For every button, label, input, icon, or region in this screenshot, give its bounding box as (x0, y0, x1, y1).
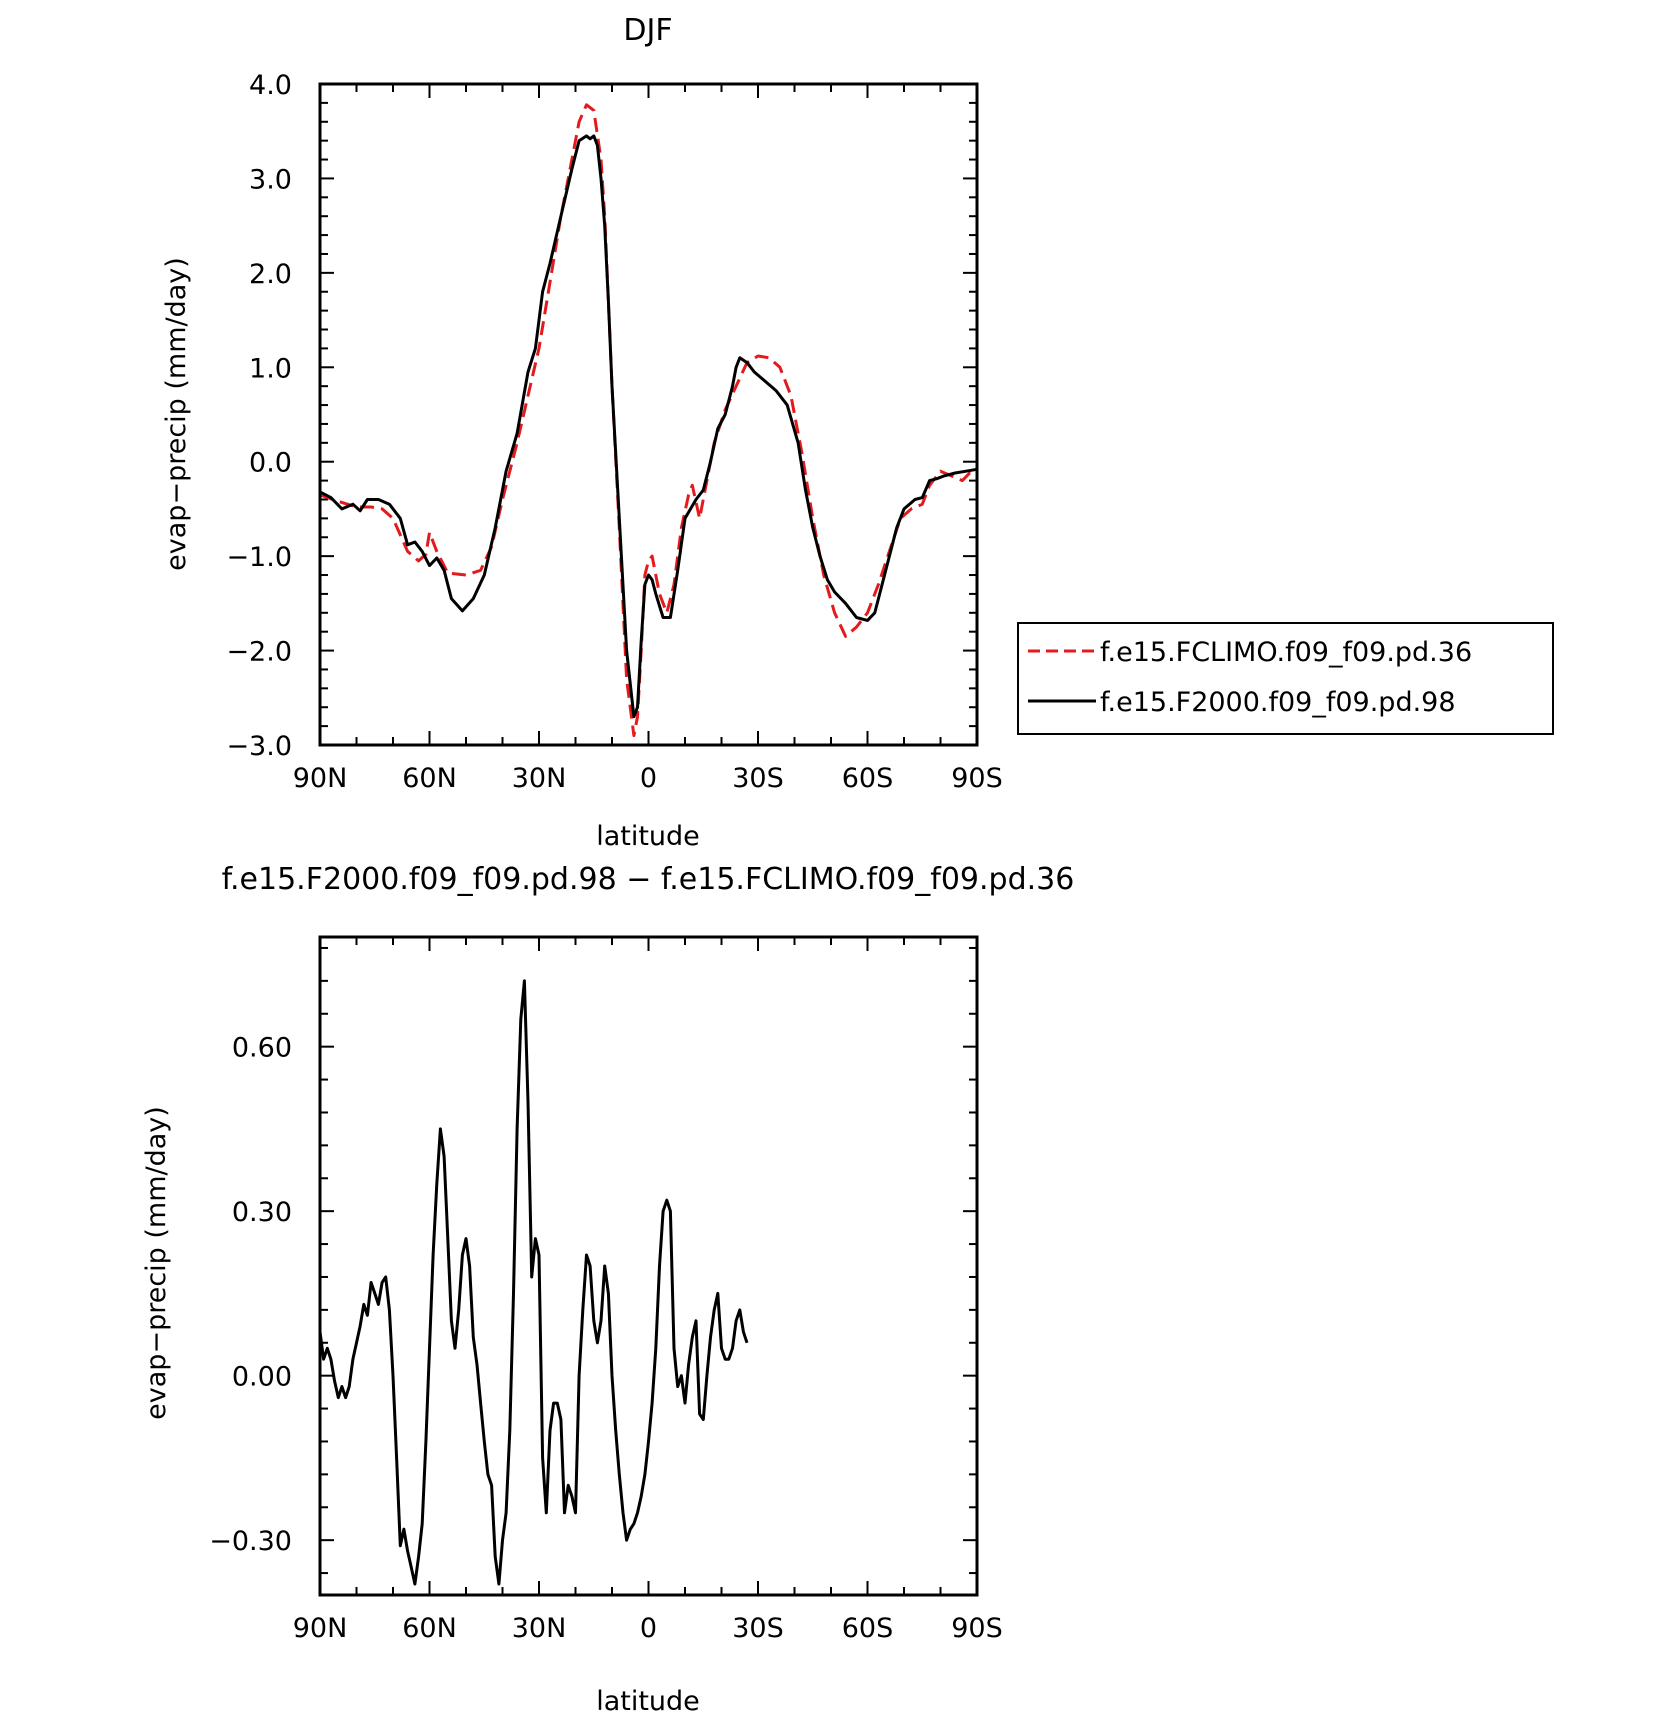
x-tick-label: 60S (842, 763, 894, 794)
y-tick-label: 2.0 (249, 259, 292, 290)
top-panel: DJF evap−precip (mm/day) latitude 90N 60N… (161, 13, 1003, 852)
top-panel-series (319, 103, 978, 738)
x-tick-label: 0 (640, 1613, 657, 1644)
top-panel-axes: 90N 60N 30N 0 30S 60S 90S 4.0 3.0 2.0 1.0 0.0 −1.0 −2… (226, 70, 1002, 794)
bottom-panel: f.e15.F2000.f09_f09.pd.98 − f.e15.FCLIMO… (141, 862, 1074, 1717)
bottom-series-line-0 (318, 979, 749, 1586)
x-tick-label: 90N (293, 1613, 348, 1644)
x-tick-label: 30S (732, 763, 784, 794)
y-tick-label: 3.0 (249, 164, 292, 195)
x-tick-label: 90S (951, 763, 1003, 794)
y-tick-label: 0.0 (249, 448, 292, 479)
x-tick-label: 90S (951, 1613, 1003, 1644)
y-tick-label: 0.30 (232, 1197, 292, 1228)
y-tick-label: −1.0 (226, 542, 292, 573)
bottom-panel-title: f.e15.F2000.f09_f09.pd.98 − f.e15.FCLIMO… (222, 862, 1075, 897)
legend: f.e15.FCLIMO.f09_f09.pd.36 f.e15.F2000.f… (1017, 622, 1554, 735)
bottom-panel-y-axis-label: evap−precip (mm/day) (141, 1106, 172, 1420)
legend-box (1017, 622, 1554, 735)
x-tick-label: 60N (402, 1613, 457, 1644)
x-tick-label: 60S (842, 1613, 894, 1644)
top-series-line-1 (319, 134, 978, 719)
x-tick-label: 0 (640, 763, 657, 794)
legend-label-fclimo: f.e15.FCLIMO.f09_f09.pd.36 (1100, 637, 1472, 668)
top-series-line-0 (319, 103, 978, 738)
y-tick-label: 1.0 (249, 353, 292, 384)
bottom-panel-series (318, 979, 749, 1586)
x-tick-label: 90N (293, 763, 348, 794)
y-tick-label: 4.0 (249, 70, 292, 101)
top-panel-y-axis-label: evap−precip (mm/day) (161, 257, 192, 571)
top-panel-frame (318, 82, 979, 747)
top-panel-title: DJF (623, 13, 672, 48)
y-tick-label: −3.0 (226, 731, 292, 762)
x-tick-label: 60N (402, 763, 457, 794)
top-panel-x-axis-label: latitude (596, 821, 700, 852)
x-tick-label: 30S (732, 1613, 784, 1644)
y-tick-label: 0.00 (232, 1362, 292, 1393)
x-tick-label: 30N (512, 763, 567, 794)
x-tick-label: 30N (512, 1613, 567, 1644)
bottom-panel-x-axis-label: latitude (596, 1686, 700, 1717)
y-tick-label: −0.30 (209, 1526, 292, 1557)
bottom-panel-axes: 90N 60N 30N 0 30S 60S 90S 0.60 0.30 0.00 −0.30 (209, 937, 1003, 1644)
y-tick-label: 0.60 (232, 1033, 292, 1064)
bottom-panel-frame (318, 935, 979, 1597)
legend-label-f2000: f.e15.F2000.f09_f09.pd.98 (1100, 687, 1456, 718)
y-tick-label: −2.0 (226, 637, 292, 668)
